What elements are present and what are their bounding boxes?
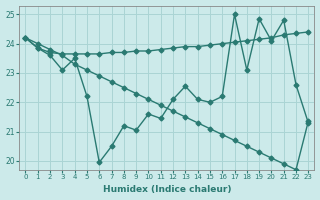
X-axis label: Humidex (Indice chaleur): Humidex (Indice chaleur) — [103, 185, 231, 194]
